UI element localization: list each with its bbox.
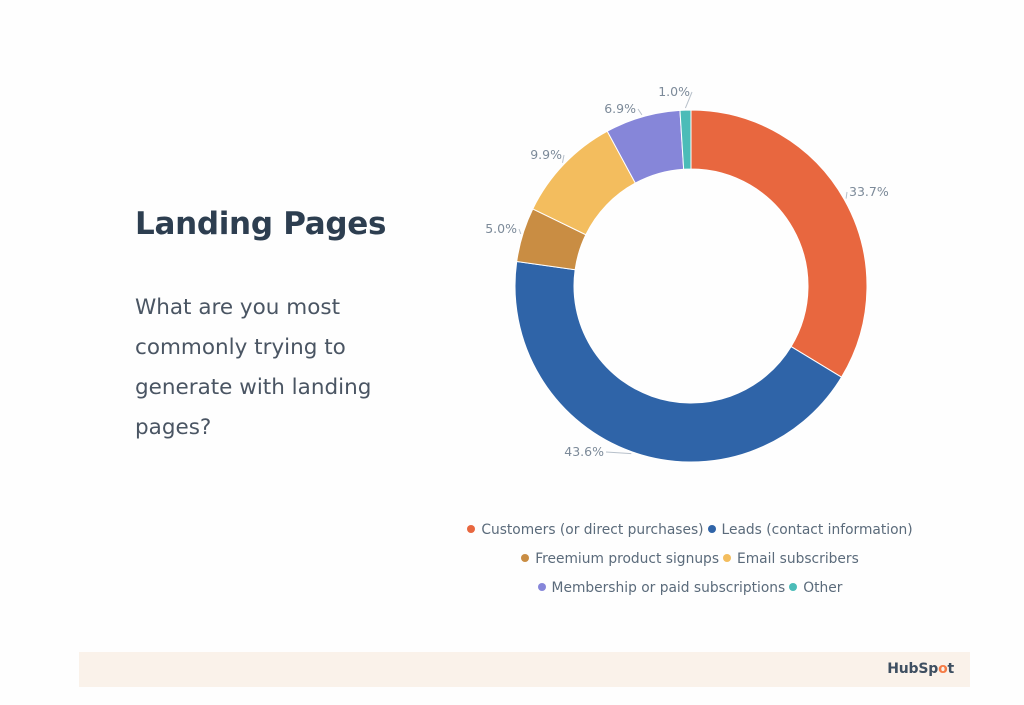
legend-label: Leads (contact information) (721, 522, 913, 538)
legend-item[interactable]: Email subscribers (723, 545, 859, 574)
legend-label: Email subscribers (737, 551, 859, 567)
slice-label: 6.9% (604, 101, 636, 116)
slice-label: 33.7% (849, 184, 889, 199)
leader-line (637, 108, 643, 116)
legend-dot-icon (537, 583, 546, 591)
donut-slice (679, 109, 692, 170)
donut-slice (690, 109, 868, 378)
legend-row: Customers (or direct purchases) Leads (co… (430, 516, 950, 545)
leader-line (605, 451, 632, 455)
legend-label: Other (803, 580, 843, 596)
donut-slice (514, 260, 843, 463)
slice-label: 5.0% (485, 221, 517, 236)
chart-legend: Customers (or direct purchases) Leads (co… (430, 516, 950, 603)
leader-line (845, 191, 848, 199)
legend-dot-icon (789, 583, 798, 591)
survey-question: What are you most commonly trying to gen… (135, 295, 372, 440)
legend-item[interactable]: Membership or paid subscriptions (537, 574, 786, 603)
slice-label: 1.0% (658, 84, 690, 99)
sprocket-icon: o (938, 661, 948, 677)
legend-label: Membership or paid subscriptions (551, 580, 786, 596)
legend-item[interactable]: Customers (or direct purchases) (467, 516, 704, 545)
legend-dot-icon (707, 525, 716, 533)
leader-line (562, 154, 565, 163)
legend-row: Freemium product signups Email subscriber… (430, 545, 950, 574)
hubspot-logo: HubSpot (887, 661, 954, 677)
legend-item[interactable]: Freemium product signups (521, 545, 719, 574)
slice-label: 43.6% (564, 444, 604, 459)
logo-text-end: t (947, 661, 955, 677)
slide-title: Landing Pages (135, 206, 387, 242)
legend-item[interactable]: Other (789, 574, 842, 603)
legend-dot-icon (723, 554, 732, 562)
slice-label: 9.9% (530, 147, 562, 162)
leader-line (518, 228, 522, 235)
logo-text: HubSp (887, 661, 939, 677)
legend-item[interactable]: Leads (contact information) (707, 516, 913, 545)
legend-dot-icon (467, 525, 476, 533)
legend-label: Customers (or direct purchases) (481, 522, 704, 538)
legend-row: Membership or paid subscriptions Other (430, 574, 950, 603)
legend-dot-icon (521, 554, 530, 562)
leader-line (684, 91, 693, 109)
legend-label: Freemium product signups (535, 551, 720, 567)
footer-bar: HubSpot (79, 652, 970, 687)
